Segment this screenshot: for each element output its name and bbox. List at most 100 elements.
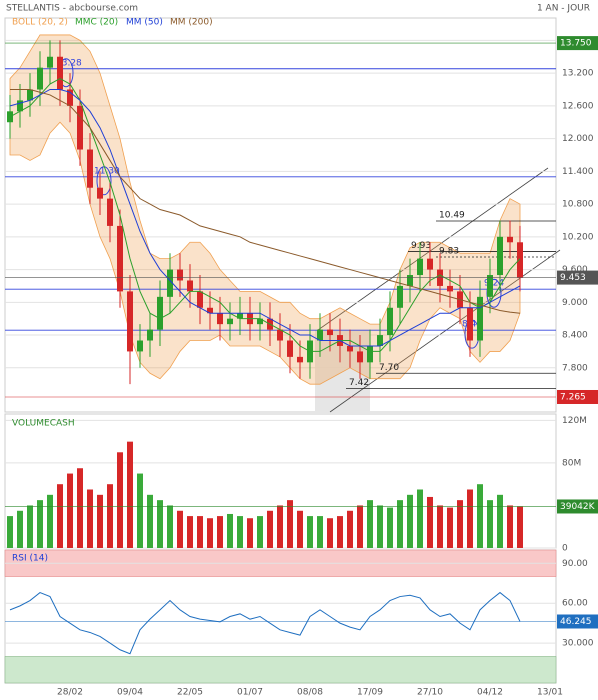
level-label: 7.42 [349,378,369,388]
volume-bar [37,500,43,548]
candle-body [187,280,193,292]
candle-body [297,356,303,363]
candle-body [357,351,363,363]
level-label: 9.93 [411,241,431,251]
candle-body [397,285,403,308]
candle-body [347,345,353,352]
value-box [557,36,598,51]
volume-bar [497,494,503,548]
volume-bar [77,468,83,548]
panels [4,17,561,684]
level-label: 10.49 [439,211,465,221]
candle-body [157,296,163,330]
volume-bar [487,500,493,548]
moving-average [10,88,521,314]
volume-bar [407,494,413,548]
candle-body [277,329,283,341]
candle-body [7,111,13,123]
y-tick-label: 80M [562,458,581,468]
legend-entry: MM (50) [126,18,163,28]
y-tick-label: 13.200 [562,69,594,79]
volume-bar [387,507,393,548]
candle-body [387,307,393,336]
y-tick-label: 0 [562,544,568,554]
volume-bar [127,441,133,548]
volume-bar [277,505,283,548]
y-tick-label: 10.800 [562,200,594,210]
period: 1 AN - JOUR [537,4,590,14]
volume-bar [137,473,143,548]
candle-body [57,56,63,90]
volume-bar [327,518,333,548]
volume-bar [47,494,53,548]
candle-body [97,187,103,199]
x-tick-label: 28/02 [57,688,83,698]
candle-body [147,329,153,341]
y-tick-label: 12.600 [562,101,594,111]
x-tick-label: 17/09 [357,688,383,698]
volume-bar [167,505,173,548]
volume-bar [417,489,423,548]
volume-bar [247,518,253,548]
volume-bar [117,452,123,548]
legend-entry: BOLL (20, 2) [12,18,68,28]
candle-body [17,100,23,112]
y-tick-label: 90.00 [562,559,588,569]
candle-body [367,345,373,363]
y-tick-label: 120M [562,416,587,426]
value-box [557,270,598,285]
candle-body [227,318,233,325]
candle-body [137,340,143,352]
candle-body [317,329,323,341]
candle-body [477,296,483,341]
candle-body [417,258,423,276]
candle-body [287,340,293,357]
volume-bar [147,494,153,548]
legend-entry: MM (200) [170,18,213,28]
level-label: 13.28 [56,58,82,68]
value-box [557,499,598,514]
volume-bar [177,510,183,548]
volume-bar [287,500,293,548]
volume-bar [427,496,433,548]
y-tick-label: 60.00 [562,599,588,609]
value-label: 46.245 [560,617,592,627]
candle-body [217,313,223,325]
candle-body [177,269,183,281]
value-box [557,614,598,629]
candle-body [257,318,263,325]
panel-title: RSI (14) [12,554,48,564]
title: STELLANTIS - abcbourse.com [6,4,138,14]
value-box [557,389,598,404]
y-tick-label: 9.000 [562,298,588,308]
candle-body [47,56,53,68]
volume-bar [377,505,383,548]
volume-bar [467,489,473,548]
candle-body [67,89,73,106]
x-tick-label: 09/04 [117,688,143,698]
volume-bar [397,500,403,548]
y-tick-label: 10.200 [562,232,594,242]
volume-bar [447,507,453,548]
volume-bar [67,473,73,548]
rsi-line [9,591,521,655]
level-label: 9.83 [439,247,459,257]
volume-bar [457,500,463,548]
candle-body [197,291,203,308]
volume-bar [267,510,273,548]
volume-bar [337,516,343,548]
candle-body [497,236,503,276]
x-tick-label: 01/07 [237,688,263,698]
volume-bar [307,516,313,548]
volume-bar [257,516,263,548]
candle-body [517,242,523,278]
volume-bar [87,489,93,548]
level-label: 9.24 [484,279,504,289]
y-tick-label: 30.000 [562,639,594,649]
candle-body [167,269,173,297]
candle-body [487,275,493,297]
volume-bar [237,516,243,548]
candle-body [117,225,123,292]
volume-bar [297,510,303,548]
